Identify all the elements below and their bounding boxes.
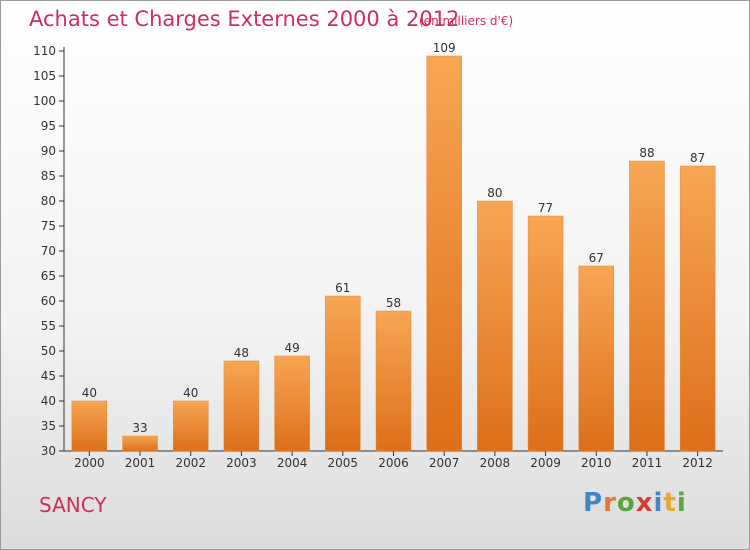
chart-title: Achats et Charges Externes 2000 à 2012	[29, 7, 460, 31]
y-tick-label: 65	[41, 269, 56, 283]
x-tick-label: 2005	[328, 456, 359, 470]
logo-letter: x	[635, 488, 654, 518]
bar-2007	[426, 55, 462, 452]
data-label-2009: 77	[538, 201, 553, 215]
x-tick-label: 2007	[429, 456, 460, 470]
x-tick-label: 2002	[175, 456, 206, 470]
y-tick-label: 35	[41, 419, 56, 433]
logo-letter: r	[603, 488, 617, 518]
x-tick-label: 2008	[480, 456, 511, 470]
data-label-2002: 40	[183, 386, 198, 400]
y-tick-label: 60	[41, 294, 56, 308]
y-tick-label: 110	[33, 44, 56, 58]
data-label-2010: 67	[589, 251, 604, 265]
x-tick-label: 2004	[277, 456, 308, 470]
x-tick-label: 2000	[74, 456, 105, 470]
x-tick-label: 2003	[226, 456, 257, 470]
data-label-2011: 88	[639, 146, 654, 160]
data-label-2006: 58	[386, 296, 401, 310]
x-tick-label: 2011	[632, 456, 663, 470]
logo-letter: P	[583, 488, 604, 518]
bar-2008	[477, 200, 513, 452]
y-tick-label: 85	[41, 169, 56, 183]
y-tick-label: 75	[41, 219, 56, 233]
commune-name: SANCY	[39, 493, 107, 517]
logo-letter: t	[663, 488, 677, 518]
data-label-2001: 33	[132, 421, 147, 435]
x-tick-label: 2006	[378, 456, 409, 470]
y-tick-label: 30	[41, 444, 56, 458]
bar-2010	[578, 265, 615, 452]
y-tick-label: 95	[41, 119, 56, 133]
data-label-2000: 40	[82, 386, 97, 400]
data-label-2007: 109	[433, 41, 456, 55]
data-label-2005: 61	[335, 281, 350, 295]
y-tick-label: 105	[33, 69, 56, 83]
bar-2012	[679, 165, 716, 452]
data-label-2004: 49	[284, 341, 299, 355]
data-label-2003: 48	[234, 346, 249, 360]
chart-data-labels: 40 33 40 48 49 61 58 109 80 77 67 88 87	[82, 41, 706, 435]
chart-axes: 30 35 40 45 50 55 60 65 70 75 80 85 90 95 100 105 110 200…	[33, 44, 723, 470]
data-label-2012: 87	[690, 151, 705, 165]
y-tick-label: 70	[41, 244, 56, 258]
logo-letter: i	[676, 488, 687, 518]
logo-letter: o	[616, 488, 636, 518]
chart-subtitle: (en milliers d'€)	[419, 14, 514, 28]
x-tick-label: 2010	[581, 456, 612, 470]
bar-2005	[325, 295, 361, 452]
y-tick-label: 40	[41, 394, 56, 408]
y-tick-label: 45	[41, 369, 56, 383]
bar-2000	[71, 400, 108, 452]
bar-2011	[629, 160, 665, 452]
data-label-2008: 80	[487, 186, 502, 200]
bar-2001	[122, 435, 158, 452]
x-tick-label: 2001	[125, 456, 156, 470]
chart-bars	[71, 55, 716, 452]
bar-2004	[274, 355, 310, 452]
y-tick-label: 80	[41, 194, 56, 208]
bar-2003	[223, 360, 260, 452]
logo-letter: i	[653, 488, 664, 518]
y-tick-label: 100	[33, 94, 56, 108]
y-tick-label: 55	[41, 319, 56, 333]
proxiti-logo[interactable]: Proxiti	[583, 488, 687, 518]
y-tick-label: 50	[41, 344, 56, 358]
y-tick-label: 90	[41, 144, 56, 158]
bar-2002	[172, 400, 209, 452]
bar-2006	[375, 310, 412, 452]
bar-2009	[527, 215, 564, 452]
x-tick-label: 2012	[682, 456, 713, 470]
x-tick-label: 2009	[530, 456, 561, 470]
